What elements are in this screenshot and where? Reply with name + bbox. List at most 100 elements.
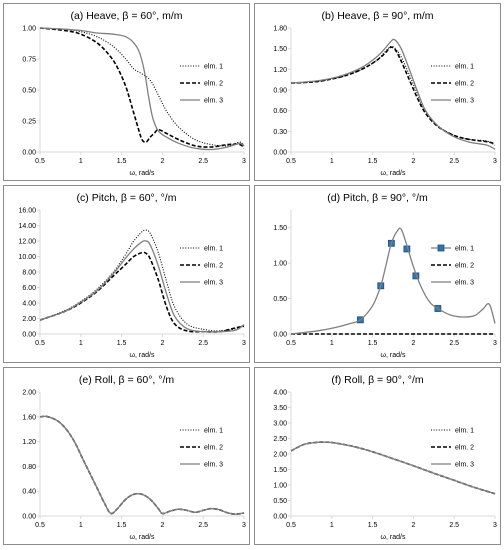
x-tick-label: 1 [79, 522, 83, 529]
series-line-elm-1 [40, 27, 245, 147]
y-tick-label: 0.75 [22, 57, 36, 64]
y-tick-label: 0.90 [273, 88, 287, 95]
y-tick-label: 0.25 [22, 119, 36, 126]
x-axis-label: ω, rad/s [130, 170, 155, 177]
legend-marker [437, 244, 445, 252]
legend-entry-elm-3: elm. 3 [180, 462, 223, 469]
legend-entry-elm-2: elm. 2 [431, 445, 474, 452]
y-tick-label: 10.00 [18, 254, 36, 261]
x-tick-label: 2.5 [449, 340, 459, 347]
legend-label: elm. 3 [455, 462, 474, 469]
x-tick-label: 2 [411, 158, 415, 165]
panel-roll-90: (f) Roll, β = 90°, °/m 0.00 0.50 1.00 1.50 2.… [254, 367, 501, 545]
legend-entry-elm-1: elm. 1 [431, 64, 474, 71]
y-tick-label: 1.50 [273, 225, 287, 232]
x-tick-label: 0.5 [286, 522, 296, 529]
x-tick-label: 0.5 [35, 522, 45, 529]
legend-entry-elm-1: elm. 1 [180, 428, 223, 435]
x-tick-label: 2 [411, 340, 415, 347]
series-line-elm-2 [291, 46, 496, 145]
y-tick-label: 2.00 [22, 390, 36, 397]
x-tick-label: 2.5 [449, 522, 459, 529]
y-tick-label: 1.50 [273, 467, 287, 474]
y-tick-label: 0.40 [22, 489, 36, 496]
series-line-elm-3 [40, 240, 245, 333]
x-tick-label: 2.5 [198, 522, 208, 529]
series-line-elm-2 [40, 27, 245, 149]
x-tick-label: 1.5 [368, 158, 378, 165]
y-tick-label: 1.60 [22, 414, 36, 421]
legend-entry-elm-1: elm. 1 [431, 428, 474, 435]
x-tick-label: 0.5 [35, 158, 45, 165]
chart-svg-e: (e) Roll, β = 60°, °/m 0.00 0.40 0.80 1.20 1.… [22, 374, 246, 541]
y-tick-label: 1.20 [22, 439, 36, 446]
panel-roll-60: (e) Roll, β = 60°, °/m 0.00 0.40 0.80 1.20 1.… [3, 367, 250, 545]
panel-heave-90: (b) Heave, β = 90°, m/m 0.00 0.30 0.60 0.90 1… [254, 3, 501, 181]
chart-svg-a: (a) Heave, β = 60°, m/m 0.00 0.25 0.50 0.75 1… [22, 10, 246, 177]
y-tick-label: 2.50 [273, 436, 287, 443]
panel-pitch-90: (d) Pitch, β = 90°, °/m 0.00 0.50 1.00 1.50 0… [254, 185, 501, 363]
legend-label: elm. 1 [455, 428, 474, 435]
y-tick-label: 4.00 [273, 390, 287, 397]
x-tick-label: 2.5 [198, 158, 208, 165]
y-tick-label: 0.30 [273, 129, 287, 136]
legend-entry-elm-3: elm. 3 [180, 98, 223, 105]
x-tick-label: 3 [493, 522, 497, 529]
x-tick-label: 2 [160, 522, 164, 529]
chart-title: (d) Pitch, β = 90°, °/m [327, 192, 428, 204]
chart-title: (c) Pitch, β = 60°, °/m [77, 192, 177, 204]
y-tick-label: 2.00 [273, 452, 287, 459]
series-line-elm-3 [40, 27, 245, 151]
legend-label: elm. 1 [455, 246, 474, 253]
legend-entry-elm-2: elm. 2 [180, 263, 223, 270]
x-axis-label: ω, rad/s [130, 534, 155, 541]
legend-label: elm. 2 [455, 263, 474, 270]
legend-entry-elm-3: elm. 3 [431, 462, 474, 469]
x-tick-label: 1.5 [368, 340, 378, 347]
y-tick-label: 8.00 [22, 270, 36, 277]
chart-svg-d: (d) Pitch, β = 90°, °/m 0.00 0.50 1.00 1.50 0… [273, 192, 497, 359]
x-tick-label: 3 [493, 158, 497, 165]
y-tick-label: 1.00 [273, 261, 287, 268]
x-tick-label: 2 [160, 340, 164, 347]
x-axis-label: ω, rad/s [130, 352, 155, 359]
legend-entry-elm-1: elm. 1 [180, 64, 223, 71]
y-tick-label: 0.50 [273, 498, 287, 505]
y-tick-label: 3.50 [273, 405, 287, 412]
x-tick-label: 1 [330, 522, 334, 529]
series-line-elm-1 [291, 45, 496, 146]
x-tick-label: 2.5 [449, 158, 459, 165]
x-tick-label: 2.5 [198, 340, 208, 347]
y-tick-label: 4.00 [22, 301, 36, 308]
legend-label: elm. 1 [204, 246, 223, 253]
x-tick-label: 3 [242, 158, 246, 165]
x-tick-label: 1 [330, 158, 334, 165]
legend-entry-elm-2: elm. 2 [180, 445, 223, 452]
x-tick-label: 0.5 [35, 340, 45, 347]
y-tick-label: 0.00 [273, 150, 287, 157]
chart-title: (e) Roll, β = 60°, °/m [79, 374, 175, 386]
y-tick-label: 0.50 [22, 88, 36, 95]
legend-entry-elm-2: elm. 2 [431, 81, 474, 88]
panel-pitch-60: (c) Pitch, β = 60°, °/m 0.00 2.00 4.00 6.00 8… [3, 185, 250, 363]
y-tick-label: 0.00 [22, 514, 36, 521]
legend-label: elm. 2 [455, 445, 474, 452]
y-tick-label: 1.00 [273, 483, 287, 490]
x-axis-label: ω, rad/s [381, 352, 406, 359]
y-tick-label: 0.00 [22, 332, 36, 339]
legend-label: elm. 3 [204, 98, 223, 105]
x-tick-label: 1.5 [117, 522, 127, 529]
y-tick-label: 14.00 [18, 223, 36, 230]
series-line-elm-3 [291, 38, 496, 150]
chart-title: (a) Heave, β = 60°, m/m [70, 10, 182, 22]
legend-label: elm. 3 [204, 462, 223, 469]
y-tick-label: 2.00 [22, 316, 36, 323]
legend-entry-elm-3: elm. 3 [180, 280, 223, 287]
x-tick-label: 0.5 [286, 158, 296, 165]
chart-svg-b: (b) Heave, β = 90°, m/m 0.00 0.30 0.60 0.90 1… [273, 10, 497, 177]
y-tick-label: 0.00 [273, 514, 287, 521]
x-tick-label: 3 [242, 522, 246, 529]
legend-entry-elm-3: elm. 3 [431, 98, 474, 105]
x-tick-label: 3 [493, 340, 497, 347]
